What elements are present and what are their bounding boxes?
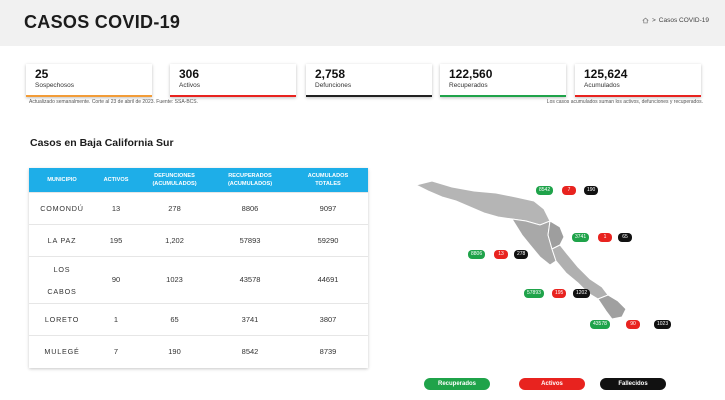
chip-mulege-recuperados: 8542: [536, 186, 554, 195]
card-label: Recuperados: [449, 82, 488, 89]
card-label: Acumulados: [584, 82, 620, 89]
cell-acumulados: 9097: [288, 191, 368, 224]
update-note: Actualizado semanalmente. Corte al 23 de…: [29, 99, 198, 105]
col-municipio: MUNICIPIO: [29, 168, 95, 192]
bcs-map: 8542 7 190 3741 1 65 8806 13 278 57893 1…: [412, 175, 682, 335]
table-header-row: MUNICIPIO ACTIVOS DEFUNCIONES (ACUMULADOS…: [29, 168, 368, 192]
card-accent-bar: [575, 95, 701, 97]
card-accent-bar: [306, 95, 432, 97]
table-row: MULEGÉ 7 190 8542 8739: [29, 334, 368, 367]
breadcrumb: > Casos COVID-19: [642, 17, 709, 24]
card-accent-bar: [170, 95, 296, 97]
cell-recuperados: 8542: [212, 334, 288, 367]
chip-loreto-fallecidos: 65: [618, 233, 632, 242]
card-label: Defunciones: [315, 82, 352, 89]
card-value: 306: [179, 67, 200, 81]
cases-table: MUNICIPIO ACTIVOS DEFUNCIONES (ACUMULADOS…: [29, 168, 368, 368]
section-title: Casos en Baja California Sur: [30, 137, 174, 149]
card-label: Sospechosos: [35, 82, 75, 89]
card-recuperados: 122,560 Recuperados: [440, 64, 566, 97]
cell-municipio: LOS CABOS: [29, 255, 95, 303]
breadcrumb-separator: >: [651, 17, 656, 24]
card-accent-bar: [26, 95, 152, 97]
col-recuperados: RECUPERADOS (ACUMULADOS): [212, 168, 288, 192]
cell-municipio: LA PAZ: [29, 223, 95, 256]
chip-mulege-fallecidos: 190: [584, 186, 599, 195]
cell-acumulados: 44691: [288, 255, 368, 303]
cell-acumulados: 8739: [288, 334, 368, 367]
card-value: 125,624: [584, 67, 628, 81]
cell-acumulados: 59290: [288, 223, 368, 256]
legend-activos[interactable]: Activos: [519, 378, 585, 390]
card-activos: 306 Activos: [170, 64, 296, 97]
card-label: Activos: [179, 82, 200, 89]
cell-recuperados: 8806: [212, 191, 288, 224]
cell-municipio: COMONDÚ: [29, 191, 95, 224]
home-icon[interactable]: [642, 17, 649, 24]
region-mulege[interactable]: [414, 180, 551, 226]
chip-loreto-recuperados: 3741: [572, 233, 590, 242]
cell-recuperados: 43578: [212, 255, 288, 303]
card-accent-bar: [440, 95, 566, 97]
card-sospechosos: 25 Sospechosos: [26, 64, 152, 97]
cell-activos: 13: [95, 191, 137, 224]
cell-activos: 90: [95, 255, 137, 303]
card-defunciones: 2,758 Defunciones: [306, 64, 432, 97]
table-row: LORETO 1 65 3741 3807: [29, 302, 368, 335]
cell-defunciones: 190: [137, 334, 212, 367]
chip-lapaz-activos: 195: [552, 289, 567, 298]
cell-recuperados: 57893: [212, 223, 288, 256]
chip-comondu-fallecidos: 278: [514, 250, 529, 259]
cell-defunciones: 1,202: [137, 223, 212, 256]
cell-municipio: LORETO: [29, 302, 95, 335]
cell-activos: 1: [95, 302, 137, 335]
col-acumulados: ACUMULADOS TOTALES: [288, 168, 368, 192]
card-value: 2,758: [315, 67, 346, 81]
summary-cards: 25 Sospechosos 306 Activos 2,758 Defunci…: [26, 64, 706, 100]
legend-fallecidos[interactable]: Fallecidos: [600, 378, 666, 390]
breadcrumb-current: Casos COVID-19: [658, 17, 709, 24]
cell-activos: 195: [95, 223, 137, 256]
chip-loreto-activos: 1: [598, 233, 612, 242]
chip-loscabos-fallecidos: 1023: [654, 320, 672, 329]
col-activos: ACTIVOS: [95, 168, 137, 192]
cell-defunciones: 1023: [137, 255, 212, 303]
bcs-map-shape: [414, 180, 627, 320]
cell-activos: 7: [95, 334, 137, 367]
card-acumulados: 125,624 Acumulados: [575, 64, 701, 97]
chip-loscabos-activos: 90: [626, 320, 640, 329]
chip-mulege-activos: 7: [562, 186, 576, 195]
col-defunciones: DEFUNCIONES (ACUMULADOS): [137, 168, 212, 192]
cell-defunciones: 278: [137, 191, 212, 224]
region-loreto[interactable]: [547, 220, 565, 250]
page-title: CASOS COVID-19: [24, 12, 181, 32]
chip-loscabos-recuperados: 43578: [590, 320, 610, 329]
legend-recuperados[interactable]: Recuperados: [424, 378, 490, 390]
region-los-cabos[interactable]: [597, 294, 627, 320]
chip-lapaz-recuperados: 57893: [524, 289, 544, 298]
cell-acumulados: 3807: [288, 302, 368, 335]
page-header: CASOS COVID-19 > Casos COVID-19: [0, 0, 725, 46]
cell-recuperados: 3741: [212, 302, 288, 335]
accumulated-note: Los casos acumulados suman los activos, …: [546, 99, 703, 105]
cell-defunciones: 65: [137, 302, 212, 335]
chip-lapaz-fallecidos: 1202: [573, 289, 591, 298]
table-row: LA PAZ 195 1,202 57893 59290: [29, 223, 368, 256]
card-value: 25: [35, 67, 49, 81]
card-value: 122,560: [449, 67, 493, 81]
table-row: LOS CABOS 90 1023 43578 44691: [29, 255, 368, 303]
chip-comondu-activos: 13: [494, 250, 508, 259]
cell-municipio: MULEGÉ: [29, 334, 95, 367]
table-row: COMONDÚ 13 278 8806 9097: [29, 191, 368, 224]
chip-comondu-recuperados: 8806: [468, 250, 486, 259]
